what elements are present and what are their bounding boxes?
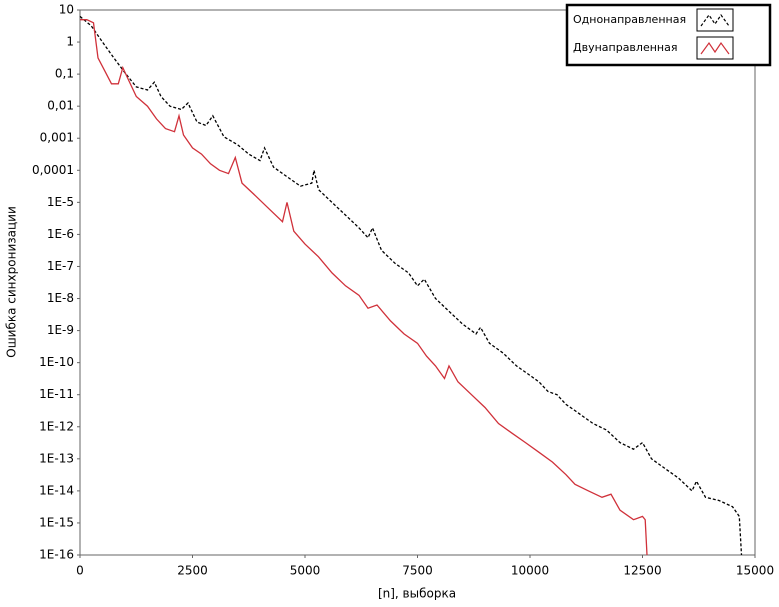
legend-swatch-box bbox=[696, 36, 734, 60]
y-tick-label: 1E-7 bbox=[47, 259, 74, 273]
legend-swatch bbox=[700, 41, 730, 55]
x-tick-label: 12500 bbox=[623, 564, 661, 578]
data-line bbox=[79, 15, 743, 556]
data-line bbox=[80, 19, 648, 556]
y-tick-label: 0,1 bbox=[55, 67, 74, 81]
x-tick-label: 2500 bbox=[177, 564, 208, 578]
y-tick-label: 1 bbox=[66, 35, 74, 49]
y-tick-label: 1E-14 bbox=[39, 483, 74, 497]
y-tick-label: 1E-11 bbox=[39, 387, 74, 401]
legend-swatch-box bbox=[696, 8, 734, 32]
y-tick-label: 1E-16 bbox=[39, 548, 74, 562]
y-tick-label: 10 bbox=[59, 3, 74, 17]
x-tick-label: 5000 bbox=[290, 564, 321, 578]
y-tick-label: 1E-12 bbox=[39, 419, 74, 433]
plot-frame bbox=[79, 9, 756, 556]
y-tick-label: 1E-15 bbox=[39, 515, 74, 529]
y-tick-label: 1E-13 bbox=[39, 451, 74, 465]
y-tick-label: 0,001 bbox=[40, 131, 74, 145]
legend-label: Двунаправленная bbox=[573, 41, 677, 54]
y-tick-label: 1E-9 bbox=[47, 323, 74, 337]
y-tick-label: 1E-6 bbox=[47, 227, 74, 241]
y-tick-label: 0,01 bbox=[47, 99, 74, 113]
x-tick-label: 7500 bbox=[402, 564, 433, 578]
x-tick-label: 15000 bbox=[736, 564, 774, 578]
y-tick-label: 0,0001 bbox=[32, 163, 74, 177]
x-axis-label: [n], выборка bbox=[378, 587, 456, 601]
x-tick-label: 0 bbox=[76, 564, 84, 578]
legend-label: Однонаправленная bbox=[573, 13, 686, 26]
y-tick-label: 1E-5 bbox=[47, 195, 74, 209]
y-tick-label: 1E-8 bbox=[47, 291, 74, 305]
legend-box bbox=[565, 3, 772, 67]
y-tick-label: 1E-10 bbox=[39, 355, 74, 369]
y-axis-label: Ошибка синхронизации bbox=[5, 206, 19, 358]
x-tick-label: 10000 bbox=[511, 564, 549, 578]
